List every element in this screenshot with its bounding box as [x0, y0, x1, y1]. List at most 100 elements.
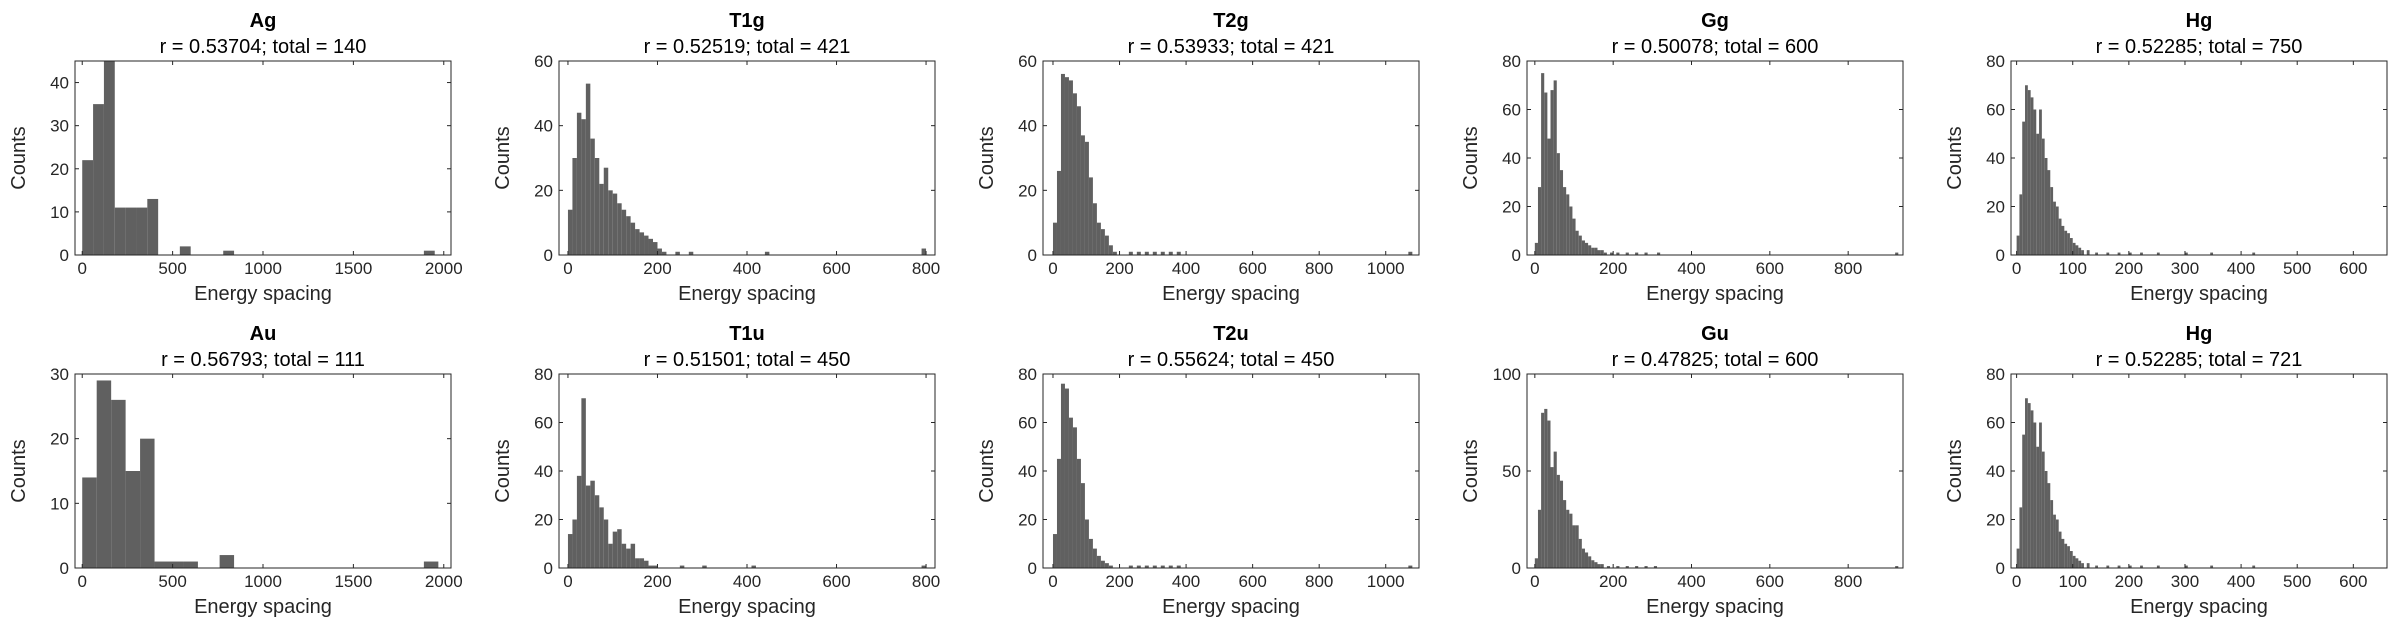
histogram-bar [1569, 513, 1573, 568]
histogram-bar [1578, 235, 1582, 255]
histogram-bar [1100, 560, 1105, 568]
histogram-bar [1563, 187, 1567, 255]
histogram-bar [1541, 412, 1545, 568]
histogram-panel-t2u-bottom: 0 200 400 600 800 1000 0 20 40 60 80 T2u r = 0.55624… [976, 323, 1420, 618]
histogram-bar [594, 158, 600, 255]
histogram-bar [82, 160, 94, 255]
histogram-bar [1160, 565, 1165, 568]
histogram-panel-t1g-top: 0 200 400 600 800 0 20 40 60 T1g r = 0.52519; tota… [492, 10, 940, 305]
axes-frame [1526, 60, 1904, 256]
histogram-bar [2053, 201, 2056, 255]
histogram-bar [1052, 222, 1057, 255]
histogram-bar [1610, 252, 1614, 255]
y-tick-label: 20 [534, 181, 553, 200]
histogram-bar [1408, 251, 1413, 255]
histogram-bar [1616, 566, 1620, 568]
x-tick-label: 200 [643, 259, 671, 278]
panel-title: Au [250, 323, 277, 345]
y-tick-label: 100 [1493, 365, 1521, 384]
histogram-bar [2117, 252, 2121, 255]
histogram-bar [2078, 560, 2082, 568]
histogram-bar [921, 565, 927, 568]
x-tick-label: 800 [1305, 259, 1333, 278]
x-tick-label: 0 [563, 572, 572, 591]
y-tick-label: 20 [50, 430, 69, 449]
histogram-bar [2095, 565, 2098, 568]
histogram-bar [2061, 538, 2065, 568]
histogram-bar [626, 216, 631, 255]
histogram-bar [1600, 564, 1604, 568]
histogram-bar [751, 565, 756, 568]
x-tick-label: 200 [1599, 259, 1627, 278]
histogram-bar [2036, 133, 2040, 255]
histogram-bar [1096, 222, 1101, 255]
histogram-bar [136, 207, 148, 255]
y-tick-label: 30 [50, 365, 69, 384]
histogram-bar [572, 158, 577, 255]
histogram-bar [630, 543, 636, 568]
histogram-bar [639, 232, 645, 255]
histogram-bar [626, 548, 631, 568]
x-tick-label: 800 [912, 572, 940, 591]
histogram-bar [1584, 552, 1589, 568]
y-tick-label: 10 [50, 203, 69, 222]
histogram-bar [2086, 563, 2090, 568]
histogram-bar [1556, 474, 1560, 568]
histogram-bar [621, 209, 627, 255]
histogram-bar [125, 471, 141, 568]
histogram-bar [2016, 235, 2020, 255]
histogram-bar [1644, 252, 1648, 255]
x-tick-label: 0 [563, 259, 572, 278]
x-tick-label: 600 [1756, 572, 1784, 591]
y-tick-label: 40 [1018, 462, 1037, 481]
histogram-bar [1060, 383, 1065, 568]
x-tick-label: 200 [1105, 259, 1133, 278]
x-tick-label: 300 [2171, 572, 2199, 591]
panel-title: Gu [1701, 323, 1729, 345]
histogram-bar [2210, 565, 2214, 568]
histogram-bar [1108, 565, 1113, 568]
histogram-bar [1408, 565, 1413, 568]
x-tick-label: 400 [733, 572, 761, 591]
histogram-bar [2210, 252, 2214, 255]
histogram-bar [1547, 138, 1551, 255]
y-axis-label: Counts [1460, 126, 1482, 189]
y-axis-label: Counts [8, 126, 30, 189]
panel-title: T1g [729, 10, 765, 32]
histogram-bar [2025, 85, 2028, 255]
histogram-bar [1060, 73, 1065, 255]
x-tick-label: 0 [1048, 572, 1057, 591]
y-tick-label: 40 [1018, 117, 1037, 136]
x-tick-label: 1000 [1367, 259, 1405, 278]
histogram-bar [2027, 403, 2031, 568]
histogram-bar [2041, 451, 2045, 568]
x-tick-label: 600 [1238, 259, 1266, 278]
y-tick-label: 80 [1018, 365, 1037, 384]
histogram-bar [764, 251, 770, 255]
y-tick-label: 20 [1986, 198, 2005, 217]
histogram-bar [423, 561, 439, 568]
x-axis-label: Energy spacing [2130, 283, 2268, 305]
axes-frame [2010, 60, 2388, 256]
y-tick-label: 30 [50, 117, 69, 136]
histogram-bar [2069, 551, 2073, 568]
x-tick-label: 800 [912, 259, 940, 278]
x-tick-label: 800 [1305, 572, 1333, 591]
histogram-bar [608, 190, 613, 255]
y-tick-label: 20 [1986, 511, 2005, 530]
histogram-bar [1072, 93, 1077, 255]
histogram-bar [2047, 483, 2051, 568]
histogram-bar [1537, 509, 1542, 568]
y-tick-label: 0 [1028, 246, 1037, 265]
histogram-bar [2022, 121, 2026, 255]
histogram-bar [2033, 109, 2037, 255]
histogram-bar [576, 475, 582, 568]
histogram-bar [169, 561, 184, 568]
histogram-bar [93, 104, 104, 255]
histogram-bar [111, 399, 126, 568]
histogram-bar [1603, 252, 1607, 255]
histogram-bar [1072, 427, 1077, 568]
x-tick-label: 500 [2283, 572, 2311, 591]
histogram-bar [1553, 80, 1557, 256]
histogram-bar [1104, 563, 1109, 568]
